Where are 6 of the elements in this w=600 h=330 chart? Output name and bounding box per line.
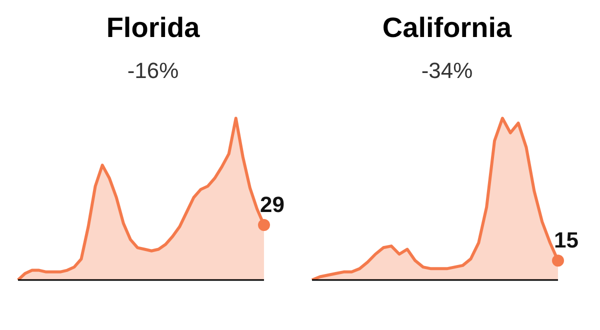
annotation: 29 — [260, 192, 284, 218]
chart-title: California — [381, 12, 513, 44]
annotation: 15 — [554, 228, 578, 253]
chart-title: Florida — [105, 12, 201, 44]
chart-subtitle: -34% — [420, 58, 474, 84]
chart-subtitle: -16% — [126, 58, 180, 84]
